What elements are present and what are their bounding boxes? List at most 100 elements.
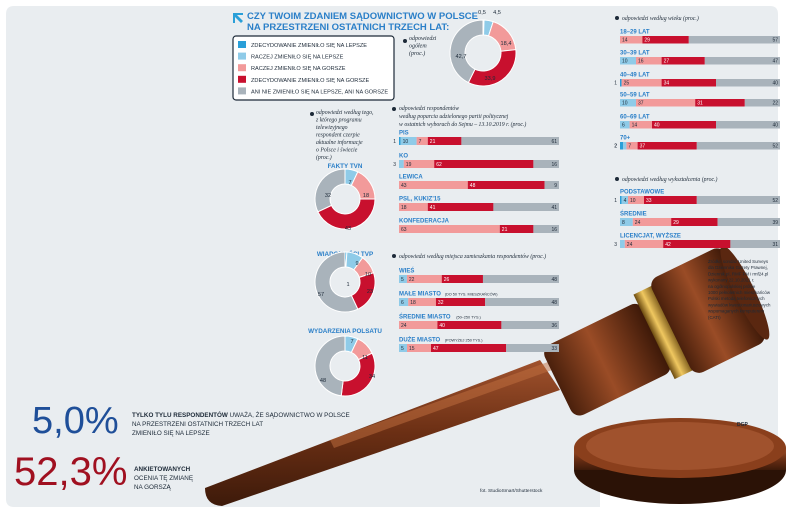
source-line: (CATI) [708,315,721,320]
overall-caption: ogółem [409,44,427,50]
party-segment [427,137,462,145]
party-segment [461,137,559,145]
age-row: 50–59 LAT 10 37 31 22 [620,93,780,107]
age-value-label: 16 [638,59,644,65]
age-value-label: 31 [697,101,703,107]
photo-credit: fot. StudioSmart/Shutterstock [480,488,543,494]
place-value-label: 26 [444,277,450,283]
place-value-label: 5 [401,346,404,352]
place-row-label: WIEŚ [399,268,414,275]
age-segment [716,121,780,129]
tv-caption: respondent czerpie [316,133,360,139]
edu-value-label: 8 [622,220,625,226]
age-value-label: 57 [772,38,778,44]
place-value-label: 47 [433,346,439,352]
party-value-label: 21 [430,139,436,145]
stat-better-percent: 5,0% [32,400,119,442]
education-chart: odpowiedzi według wykształcenia (proc.) P… [614,176,780,248]
place-value-label: 18 [410,300,416,306]
age-row-label: 40–49 LAT [620,73,650,79]
tv-donut-slice [314,335,346,397]
party-row: PIS 10 7 21 61 1 [393,131,559,145]
header-title-line2: NA PRZESTRZENI OSTATNICH TRZECH LAT: [247,22,449,33]
stat-better-text-line3: ZMIENIŁO SIĘ NA LEPSZE [132,430,210,437]
party-value-label: 3 [393,162,396,168]
party-value-label: 43 [401,183,407,189]
edu-segment [620,196,622,204]
party-row: LEWICA 43 48 9 [399,175,559,189]
age-segment [620,79,622,87]
tv-donut-value-label: 23 [367,289,373,295]
overall-donut-slice [449,19,484,84]
edu-value-label: 42 [665,242,671,248]
edu-value-label: 52 [772,198,778,204]
bullet-icon [403,39,407,43]
age-value-label: 29 [644,38,650,44]
place-row-note: (DO 50 TYS. MIESZKAŃCÓW) [445,292,498,297]
legend-label: RACZEJ ZMIENIŁO SIĘ NA LEPSZE [251,55,344,61]
age-segment [620,57,636,65]
legend-swatch [238,64,246,72]
age-segment [620,142,624,150]
party-row: KONFEDERACJA 63 21 16 [399,219,559,233]
place-row-label: DUŻE MIASTO [399,337,441,344]
source-line: wywiadów kwestionariuszowych [708,302,771,307]
tv-caption: aktualne informacje [316,139,363,146]
party-segment [533,160,559,168]
stat-better-text-line2: NA PRZESTRZENI OSTATNICH TRZECH LAT [132,421,263,428]
age-row: 30–39 LAT 10 16 27 47 [620,51,780,65]
edu-segment [671,218,718,226]
party-value-label: 7 [419,139,422,145]
header-title-line1: CZY TWOIM ZDANIEM SĄDOWNICTWO W POLSCE [247,11,478,22]
tv-donut-value-label: 43 [345,226,351,232]
party-caption: odpowiedzi respondentów [399,106,459,112]
place-value-label: 5 [401,277,404,283]
overall-donut-value-label: 4,5 [493,10,501,16]
party-value-label: 16 [551,162,557,168]
party-value-label: 18 [401,205,407,211]
party-value-label: 48 [470,183,476,189]
place-value-label: 32 [438,300,444,306]
party-row: PSL, KUKIZ'15 18 41 41 [399,197,559,211]
place-value-label: 15 [409,346,415,352]
arrow-down-right-icon [233,13,243,23]
edu-segment [632,218,672,226]
stat-worse-text-line3: NA GORSZĄ [134,484,172,491]
source-line: 1000 pełnoletnich mieszkańców [708,290,771,295]
place-value-label: 6 [401,300,404,306]
overall-chart: odpowiedzi ogółem(proc.) 0,5 4,5 18,4 33,9 42,… [403,10,517,87]
tv-donut-value-label: 32 [325,193,331,199]
edu-segment [663,240,731,248]
party-value-label: 19 [406,162,412,168]
bullet-icon [615,16,619,20]
party-segment [403,160,435,168]
overall-donut-value-label: 33,9 [485,76,496,82]
age-row: 40–49 LAT 25 34 40 1 [614,73,780,87]
bottom-stats: 5,0% TYLKO TYLU RESPONDENTÓW UWAŻA, ŻE S… [14,400,350,494]
place-segment [399,275,407,283]
dgp-logo: DGP [737,422,749,428]
tv-donut-value-label: 1 [346,282,349,288]
party-value-label: 16 [551,227,557,233]
age-value-label: 2 [614,144,617,150]
tv-donut-slice [340,352,376,397]
age-segment [704,57,780,65]
party-segment [493,203,559,211]
tv-donut: FAKTY TVN 7 18 43 32 [314,163,376,232]
place-value-label: 36 [551,323,557,329]
legend-label: ANI NIE ZMIENIŁO SIĘ NA LEPSZE, ANI NA G… [251,89,388,95]
edu-segment [696,196,780,204]
overall-caption: odpowiedzi [409,36,437,42]
edu-row: ŚREDNIE 8 24 29 39 [620,211,780,226]
age-segment [688,36,780,44]
age-value-label: 7 [628,144,631,150]
stat-worse-text-line1: ANKIETOWANYCH [134,466,191,473]
stat-worse-percent: 52,3% [14,450,127,494]
legend-swatch [238,87,246,95]
age-value-label: 6 [622,123,625,129]
place-segment [431,344,507,352]
party-caption: w ostatnich wyborach do Sejmu – 13.10.20… [399,121,526,128]
place-caption: odpowiedzi według miejsca zamieszkania r… [399,253,546,260]
